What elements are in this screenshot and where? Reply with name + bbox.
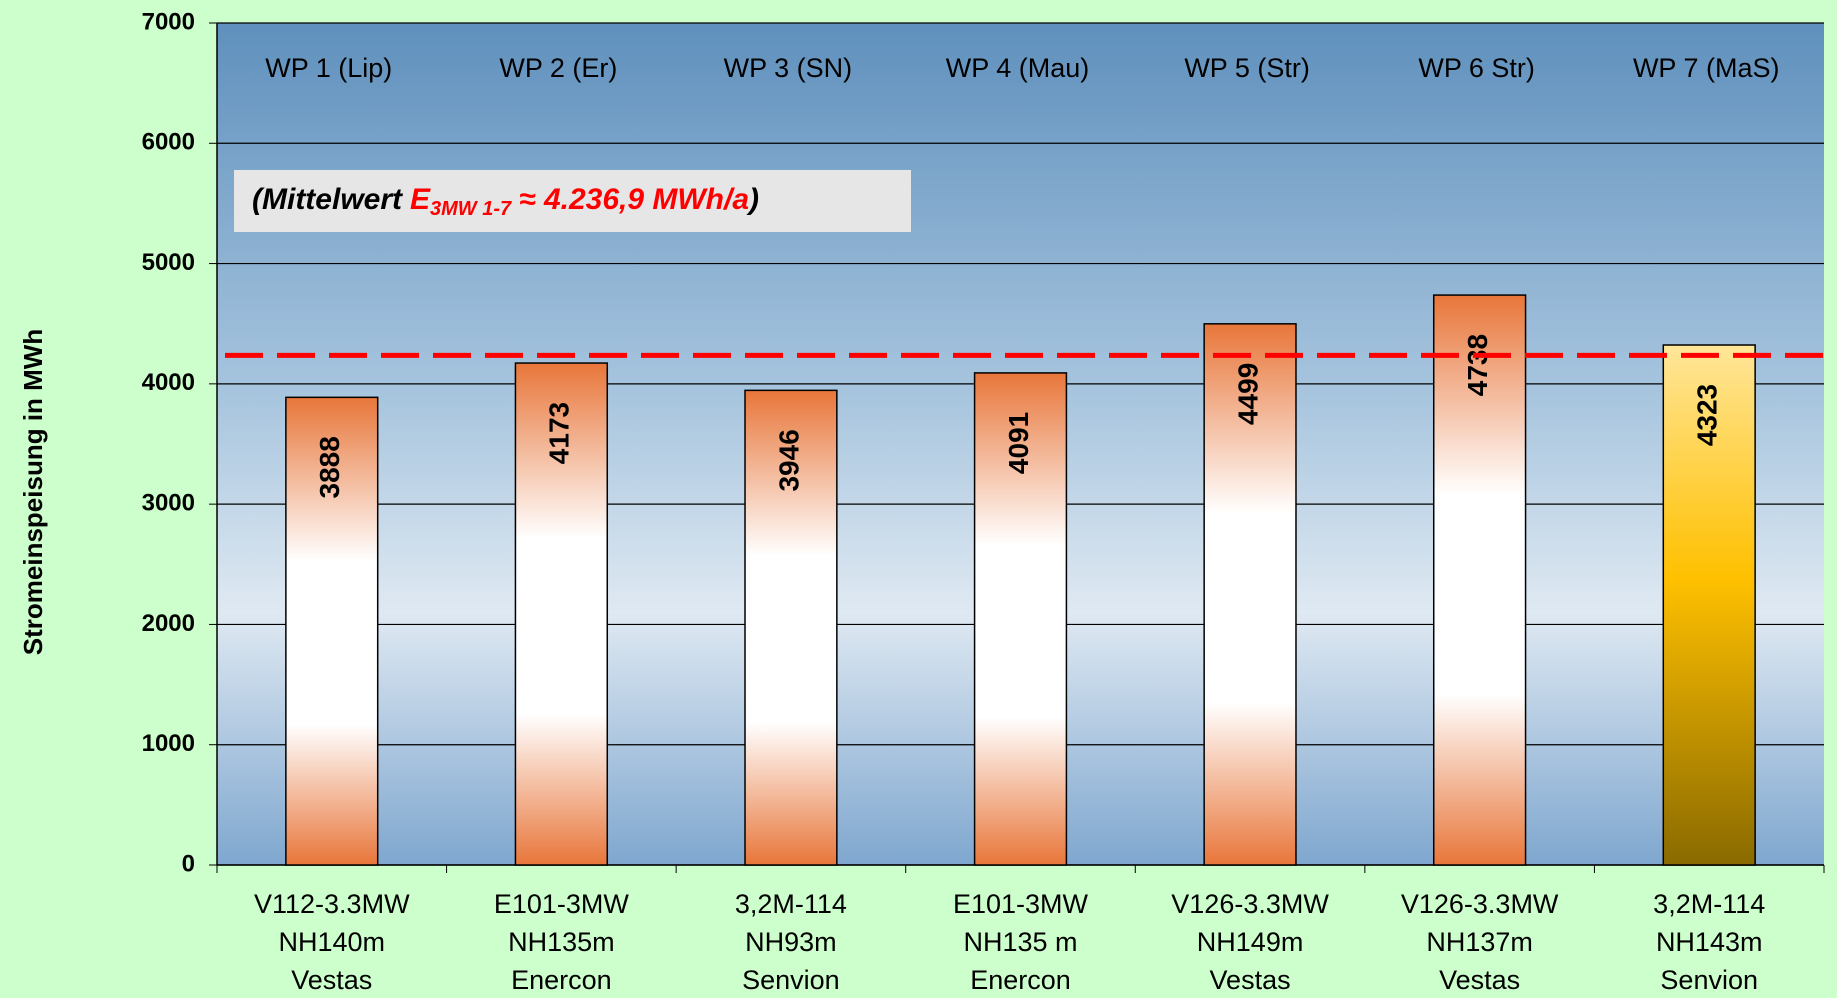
bar <box>1432 294 1527 866</box>
x-tick-label: 3,2M-114 <box>735 889 847 919</box>
x-tick-label: 3,2M-114 <box>1653 889 1765 919</box>
value-label: 3946 <box>773 429 804 491</box>
x-tick-label: Senvion <box>1660 965 1758 995</box>
bar <box>1662 344 1756 866</box>
annotation-value: ≈ 4.236,9 MWh/a <box>519 183 749 216</box>
x-tick-label: Vestas <box>1439 965 1520 995</box>
top-label: WP 5 (Str) <box>1184 53 1310 83</box>
x-tick-label: Vestas <box>291 965 372 995</box>
x-tick-label: Vestas <box>1210 965 1291 995</box>
value-label: 4323 <box>1692 384 1723 446</box>
x-tick-label: Senvion <box>742 965 840 995</box>
x-tick-label: NH137m <box>1426 927 1533 957</box>
bar <box>1203 323 1297 866</box>
x-tick-label: NH140m <box>279 927 386 957</box>
top-label: WP 2 (Er) <box>499 53 617 83</box>
y-tick-label: 4000 <box>142 369 195 396</box>
y-tick-label: 7000 <box>142 8 195 35</box>
x-tick-label: NH135 m <box>963 927 1077 957</box>
y-axis-title: Stromeinspeisung in MWh <box>18 329 48 655</box>
x-tick-label: E101-3MW <box>494 889 630 919</box>
top-label: WP 7 (MaS) <box>1633 53 1780 83</box>
annotation-subscript: 3MW 1-7 <box>430 198 512 220</box>
annotation-box <box>234 170 911 232</box>
top-label: WP 1 (Lip) <box>265 53 392 83</box>
y-tick-label: 0 <box>182 850 195 877</box>
x-tick-label: NH135m <box>508 927 615 957</box>
bar <box>514 362 609 866</box>
x-tick-label: Enercon <box>970 965 1071 995</box>
top-label: WP 3 (SN) <box>724 53 853 83</box>
value-label: 4499 <box>1232 363 1263 425</box>
annotation-symbol: E <box>410 183 431 216</box>
value-label: 4173 <box>544 402 575 464</box>
top-label: WP 4 (Mau) <box>946 53 1090 83</box>
value-label: 4738 <box>1462 334 1493 396</box>
x-tick-label: NH149m <box>1197 927 1304 957</box>
annotation-prefix: (Mittelwert <box>252 183 404 216</box>
bar <box>973 372 1068 866</box>
annotation-suffix: ) <box>746 183 759 216</box>
x-tick-label: E101-3MW <box>953 889 1089 919</box>
annotation: (Mittelwert E3MW 1-7 ≈ 4.236,9 MWh/a) <box>252 183 759 220</box>
y-tick-label: 2000 <box>142 610 195 637</box>
x-tick-label: V126-3.3MW <box>1401 889 1559 919</box>
y-tick-label: 6000 <box>142 129 195 156</box>
y-tick-label: 1000 <box>142 730 195 757</box>
value-label: 4091 <box>1003 412 1034 474</box>
x-tick-label: NH143m <box>1656 927 1763 957</box>
top-label: WP 6 Str) <box>1418 53 1535 83</box>
bar <box>744 389 838 866</box>
y-tick-label: 5000 <box>142 249 195 276</box>
bar <box>285 396 379 866</box>
x-tick-label: V112-3.3MW <box>254 889 410 919</box>
y-tick-label: 3000 <box>142 489 195 516</box>
x-tick-label: NH93m <box>745 927 837 957</box>
value-label: 3888 <box>314 436 345 498</box>
x-tick-label: V126-3.3MW <box>1171 889 1329 919</box>
x-tick-label: Enercon <box>511 965 612 995</box>
